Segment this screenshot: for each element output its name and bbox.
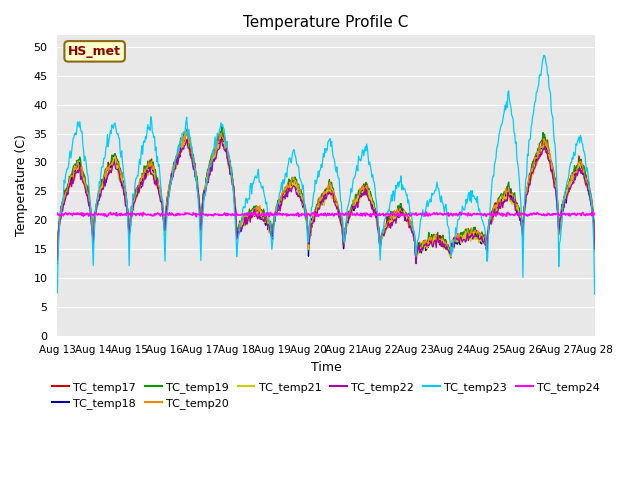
TC_temp23: [54, 290, 61, 296]
TC_temp21: [392, 216, 400, 222]
TC_temp24: [173, 212, 180, 218]
TC_temp17: [392, 209, 400, 215]
TC_temp23: [118, 159, 126, 165]
TC_temp20: [173, 152, 180, 158]
Line: TC_temp18: TC_temp18: [58, 135, 595, 263]
TC_temp19: [202, 185, 209, 191]
Title: Temperature Profile C: Temperature Profile C: [243, 15, 409, 30]
Line: TC_temp22: TC_temp22: [58, 139, 595, 264]
TC_temp21: [63, 192, 71, 198]
TC_temp17: [173, 154, 180, 159]
TC_temp23: [591, 291, 598, 297]
TC_temp23: [173, 152, 180, 157]
TC_temp18: [392, 212, 400, 218]
TC_temp21: [54, 260, 61, 265]
TC_temp22: [591, 246, 598, 252]
TC_temp22: [392, 220, 400, 226]
TC_temp18: [118, 181, 126, 187]
TC_temp24: [202, 211, 210, 217]
TC_temp18: [408, 228, 415, 233]
Line: TC_temp24: TC_temp24: [58, 212, 595, 217]
TC_temp19: [118, 179, 126, 184]
TC_temp24: [63, 211, 71, 217]
TC_temp23: [391, 189, 399, 194]
TC_temp23: [407, 209, 415, 215]
TC_temp22: [412, 261, 420, 266]
TC_temp19: [392, 210, 400, 216]
TC_temp24: [54, 210, 61, 216]
TC_temp17: [118, 185, 126, 191]
TC_temp17: [54, 254, 61, 260]
TC_temp20: [202, 180, 210, 185]
TC_temp20: [447, 254, 455, 260]
TC_temp20: [591, 242, 598, 248]
TC_temp24: [118, 212, 126, 218]
Line: TC_temp20: TC_temp20: [58, 131, 595, 257]
Line: TC_temp17: TC_temp17: [58, 132, 595, 257]
TC_temp18: [591, 247, 598, 253]
TC_temp19: [591, 244, 598, 250]
TC_temp24: [193, 214, 200, 220]
TC_temp23: [63, 166, 71, 172]
TC_temp22: [218, 136, 226, 142]
Line: TC_temp19: TC_temp19: [58, 127, 595, 259]
TC_temp18: [202, 190, 209, 195]
TC_temp21: [173, 162, 180, 168]
TC_temp20: [182, 128, 189, 134]
TC_temp18: [173, 157, 180, 163]
TC_temp20: [118, 175, 126, 181]
TC_temp22: [202, 187, 209, 192]
TC_temp18: [218, 132, 226, 138]
TC_temp20: [392, 213, 400, 218]
TC_temp17: [217, 130, 225, 135]
X-axis label: Time: Time: [310, 361, 341, 374]
TC_temp24: [589, 209, 596, 215]
TC_temp24: [392, 213, 400, 218]
TC_temp18: [54, 260, 61, 266]
TC_temp19: [218, 124, 226, 130]
TC_temp17: [63, 186, 71, 192]
Y-axis label: Temperature (C): Temperature (C): [15, 134, 28, 237]
Text: HS_met: HS_met: [68, 45, 121, 58]
TC_temp22: [118, 182, 126, 188]
TC_temp23: [540, 52, 548, 58]
Line: TC_temp21: TC_temp21: [58, 140, 595, 263]
TC_temp18: [63, 192, 71, 198]
TC_temp21: [182, 137, 189, 143]
TC_temp22: [54, 257, 61, 263]
TC_temp19: [408, 219, 415, 225]
TC_temp19: [54, 256, 61, 262]
TC_temp20: [54, 254, 61, 260]
TC_temp21: [202, 183, 210, 189]
TC_temp23: [202, 193, 209, 199]
TC_temp19: [173, 154, 180, 159]
Line: TC_temp23: TC_temp23: [58, 55, 595, 294]
TC_temp24: [408, 212, 415, 217]
TC_temp17: [591, 248, 598, 253]
TC_temp24: [591, 211, 598, 216]
TC_temp19: [63, 186, 71, 192]
TC_temp21: [591, 250, 598, 255]
TC_temp17: [408, 221, 415, 227]
TC_temp21: [408, 226, 415, 231]
TC_temp22: [63, 190, 71, 195]
TC_temp22: [173, 157, 180, 163]
TC_temp20: [63, 188, 71, 193]
TC_temp22: [408, 228, 415, 234]
TC_temp20: [408, 223, 415, 229]
TC_temp21: [118, 181, 126, 187]
TC_temp17: [202, 184, 209, 190]
Legend: TC_temp17, TC_temp18, TC_temp19, TC_temp20, TC_temp21, TC_temp22, TC_temp23, TC_: TC_temp17, TC_temp18, TC_temp19, TC_temp…: [47, 377, 604, 413]
